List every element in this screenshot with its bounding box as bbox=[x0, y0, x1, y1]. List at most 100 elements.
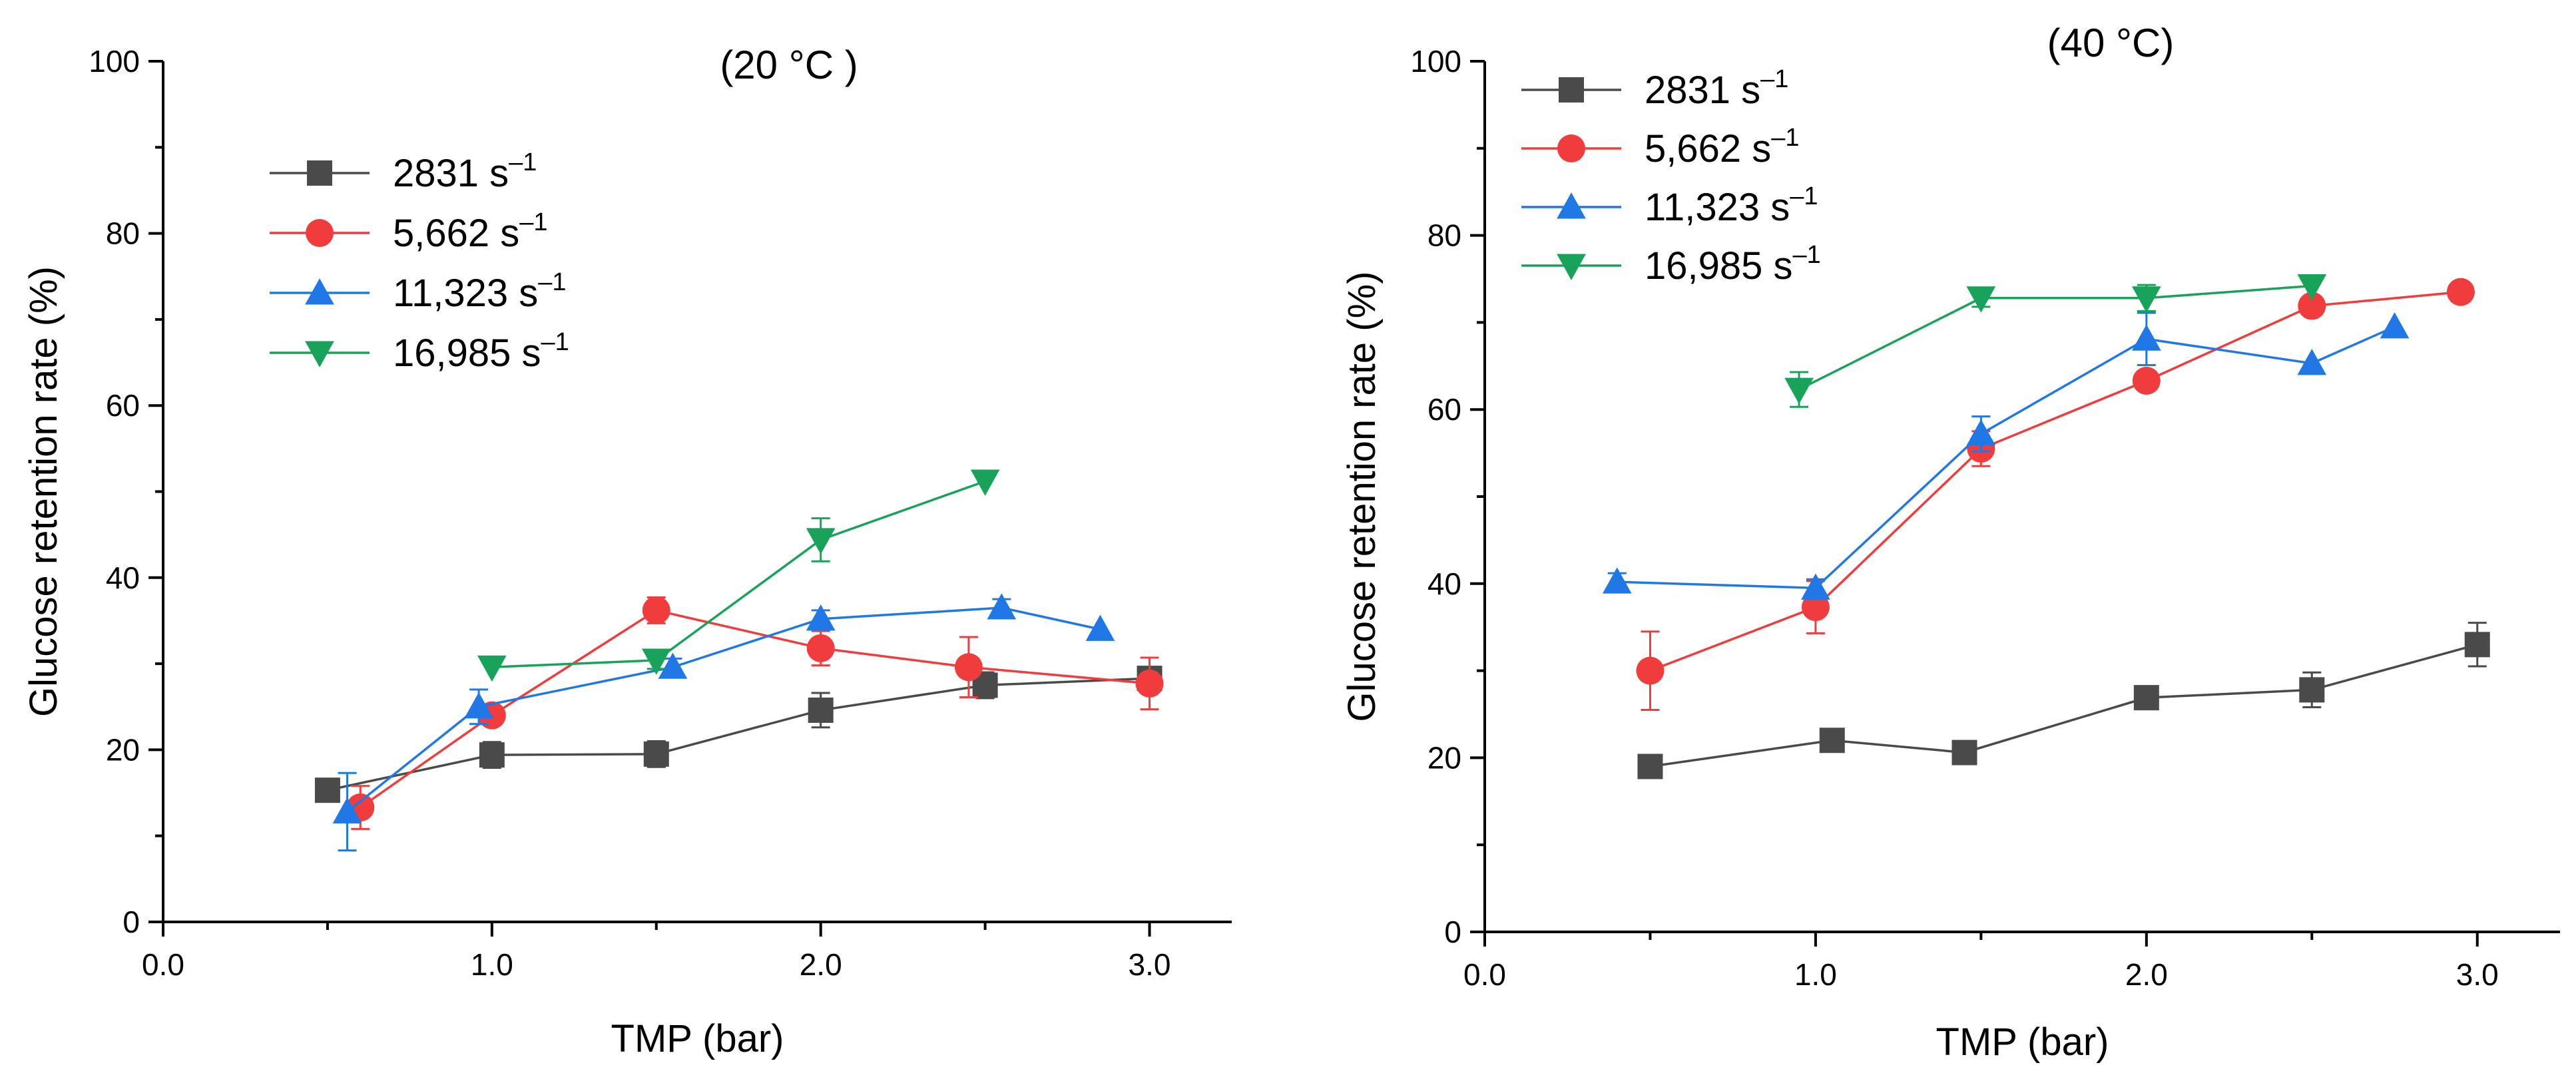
data-point bbox=[2131, 286, 2161, 313]
data-point bbox=[2446, 278, 2475, 306]
data-point bbox=[1602, 567, 1632, 594]
series-line bbox=[1650, 643, 2478, 768]
data-point bbox=[314, 777, 340, 803]
legend-label: 11,323 s–1 bbox=[393, 268, 567, 315]
data-point bbox=[2298, 292, 2326, 320]
y-tick-label: 0 bbox=[123, 905, 140, 939]
data-point bbox=[954, 653, 983, 682]
y-tick-label: 100 bbox=[89, 44, 140, 79]
series-2 bbox=[332, 593, 1115, 852]
data-point bbox=[987, 593, 1017, 620]
y-tick-label: 60 bbox=[1427, 392, 1461, 427]
x-tick-label: 0.0 bbox=[1463, 957, 1506, 992]
x-axis-title: TMP (bar) bbox=[1936, 1020, 2109, 1064]
data-point bbox=[2297, 349, 2327, 375]
data-point bbox=[643, 741, 669, 767]
panel-title: (20 °C ) bbox=[720, 43, 858, 87]
legend-entry: 5,662 s–1 bbox=[1521, 124, 1800, 170]
panel-title: (40 °C) bbox=[2047, 21, 2175, 65]
data-point bbox=[1966, 419, 1996, 446]
data-point bbox=[1801, 573, 1830, 600]
legend-entry: 11,323 s–1 bbox=[270, 268, 567, 315]
legend-entry: 2831 s–1 bbox=[270, 148, 537, 195]
legend-label: 11,323 s–1 bbox=[1645, 182, 1818, 229]
x-axis-title: TMP (bar) bbox=[611, 1017, 784, 1060]
series-line bbox=[327, 677, 1150, 791]
x-tick-label: 2.0 bbox=[2125, 957, 2168, 992]
data-point bbox=[1819, 728, 1845, 754]
legend-entry: 16,985 s–1 bbox=[270, 328, 569, 375]
x-tick-label: 0.0 bbox=[142, 947, 184, 982]
legend-marker bbox=[305, 341, 334, 367]
legend-marker bbox=[305, 278, 334, 305]
x-tick-label: 1.0 bbox=[1794, 957, 1837, 992]
data-point bbox=[658, 652, 688, 679]
y-tick-label: 80 bbox=[106, 216, 140, 251]
data-point bbox=[1636, 656, 1665, 685]
series-0 bbox=[314, 666, 1162, 803]
legend-marker bbox=[1557, 192, 1586, 219]
series-1 bbox=[1636, 278, 2475, 711]
data-point bbox=[1801, 593, 1830, 622]
legend-marker bbox=[1557, 254, 1586, 280]
x-tick-label: 3.0 bbox=[2456, 957, 2499, 992]
data-point bbox=[479, 742, 505, 768]
series-line bbox=[1617, 326, 2396, 590]
legend-superscript: –1 bbox=[519, 208, 547, 236]
data-point bbox=[806, 634, 835, 662]
legend-superscript: –1 bbox=[1790, 182, 1818, 210]
data-point bbox=[1784, 377, 1814, 404]
legend-label: 2831 s–1 bbox=[393, 148, 537, 195]
legend-marker bbox=[1557, 134, 1585, 162]
legend-superscript: –1 bbox=[541, 328, 569, 356]
data-point bbox=[642, 596, 670, 624]
legend-marker bbox=[307, 160, 332, 186]
data-point bbox=[2131, 324, 2161, 351]
data-point bbox=[808, 697, 834, 723]
x-tick-label: 1.0 bbox=[471, 947, 513, 982]
x-tick-label: 3.0 bbox=[1129, 947, 1171, 982]
series-2 bbox=[1602, 312, 2410, 600]
y-tick-label: 80 bbox=[1427, 218, 1461, 253]
data-point bbox=[2464, 632, 2490, 658]
series-0 bbox=[1637, 622, 2490, 779]
y-tick-label: 20 bbox=[106, 732, 140, 767]
y-axis-title: Glucose retention rate (%) bbox=[22, 266, 65, 717]
y-tick-label: 40 bbox=[106, 560, 140, 595]
data-point bbox=[2133, 685, 2159, 711]
data-point bbox=[332, 797, 362, 823]
legend-label: 2831 s–1 bbox=[1645, 65, 1788, 112]
data-point bbox=[2132, 367, 2161, 395]
chart-panel-20c: 0 20 40 60 80 100 0.0 1.0 2.0 3.0 TMP (bar) Glucose… bbox=[22, 43, 1232, 1060]
legend-marker bbox=[306, 219, 334, 247]
legend-marker bbox=[1559, 77, 1584, 103]
series-line bbox=[1798, 284, 2312, 391]
series-3 bbox=[1784, 274, 2327, 408]
data-point bbox=[1951, 740, 1977, 765]
y-axis-title: Glucose retention rate (%) bbox=[1340, 272, 1384, 722]
series-3 bbox=[477, 469, 1000, 682]
data-point bbox=[477, 655, 507, 682]
y-tick-label: 40 bbox=[1427, 566, 1461, 601]
data-point bbox=[2299, 677, 2325, 703]
chart-panel-40c: 0 20 40 60 80 100 0.0 1.0 2.0 3.0 TMP (bar) Glucose… bbox=[1340, 21, 2560, 1064]
series-line bbox=[491, 480, 986, 669]
legend-label: 5,662 s–1 bbox=[393, 208, 548, 255]
data-point bbox=[970, 469, 1000, 496]
y-tick-label: 0 bbox=[1444, 915, 1461, 949]
series-line bbox=[1649, 290, 2461, 672]
legend-entry: 11,323 s–1 bbox=[1521, 182, 1818, 229]
data-point bbox=[1966, 286, 1996, 313]
y-tick-label: 100 bbox=[1410, 44, 1461, 79]
y-tick-label: 60 bbox=[106, 388, 140, 423]
legend-entry: 5,662 s–1 bbox=[270, 208, 548, 255]
data-point bbox=[464, 692, 493, 719]
legend-superscript: –1 bbox=[1760, 65, 1788, 93]
data-point bbox=[1085, 614, 1115, 641]
legend-entry: 2831 s–1 bbox=[1521, 65, 1788, 112]
legend-label: 16,985 s–1 bbox=[1645, 241, 1821, 288]
data-point bbox=[1135, 669, 1164, 698]
data-point bbox=[806, 528, 836, 554]
y-tick-label: 20 bbox=[1427, 740, 1461, 775]
